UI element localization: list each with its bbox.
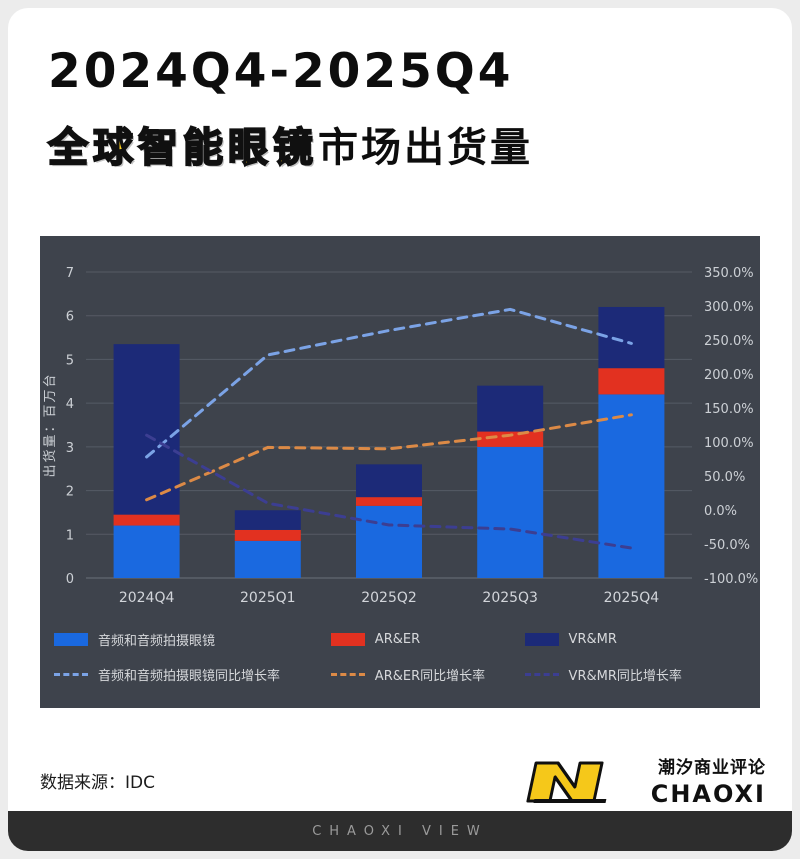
legend-swatch-audio-growth [54, 673, 88, 676]
legend-swatch-vr-mr-growth [524, 673, 559, 676]
legend-swatch-ar-er-growth [330, 673, 365, 676]
svg-text:2: 2 [66, 485, 74, 500]
legend-item-vr-mr: VR&MR [524, 630, 746, 649]
svg-text:2025Q4: 2025Q4 [604, 590, 660, 606]
legend-swatch-audio-glasses [54, 633, 88, 646]
svg-text:300.0%: 300.0% [704, 300, 754, 315]
legend-swatch-ar-er [330, 633, 365, 646]
svg-text:250.0%: 250.0% [704, 334, 754, 349]
legend-item-audio-glasses: 音频和音频拍摄眼镜 [54, 630, 331, 649]
svg-text:150.0%: 150.0% [704, 402, 754, 417]
combo-chart: 7 6 5 4 3 2 1 0 350.0% 300.0% 250.0% 200.0% 150.0% 10… [42, 266, 758, 606]
svg-text:3: 3 [66, 441, 74, 456]
footer: 数据来源：IDC 潮汐商业评论 CHAOXI [40, 744, 766, 816]
svg-text:1: 1 [66, 528, 74, 543]
svg-text:-50.0%: -50.0% [704, 538, 750, 553]
svg-text:2025Q1: 2025Q1 [240, 590, 296, 606]
svg-text:2025Q3: 2025Q3 [482, 590, 538, 606]
title-period: 2024Q4-2025Q4 [48, 44, 514, 99]
svg-text:6: 6 [66, 310, 74, 325]
svg-text:350.0%: 350.0% [704, 266, 754, 281]
brand-text: 潮汐商业评论 CHAOXI [651, 753, 766, 808]
legend-label-vr-mr-growth: VR&MR同比增长率 [568, 669, 682, 684]
legend-label-audio-growth: 音频和音频拍摄眼镜同比增长率 [98, 669, 281, 684]
legend-item-audio-growth: 音频和音频拍摄眼镜同比增长率 [54, 665, 331, 684]
legend-label-audio-glasses: 音频和音频拍摄眼镜 [98, 634, 216, 649]
legend-label-vr-mr: VR&MR [568, 632, 617, 647]
title-subject: 全球智能眼镜市场出货量 [47, 115, 533, 173]
data-source: 数据来源：IDC [40, 772, 155, 793]
svg-text:2024Q4: 2024Q4 [119, 590, 175, 606]
header: 2024Q4-2025Q4 全球智能眼镜市场出货量 [47, 44, 533, 173]
legend-item-vr-mr-growth: VR&MR同比增长率 [524, 665, 746, 684]
brand-name-cn: 潮汐商业评论 [658, 757, 766, 778]
svg-text:0: 0 [66, 572, 74, 587]
svg-text:200.0%: 200.0% [704, 368, 754, 383]
chaoxi-logo-mark [526, 761, 607, 803]
legend-item-ar-er-growth: AR&ER同比增长率 [330, 665, 525, 684]
bottom-bar: CHAOXI VIEW [8, 811, 792, 851]
legend-label-ar-er-growth: AR&ER同比增长率 [374, 669, 486, 684]
brand-logo: 潮汐商业评论 CHAOXI [517, 749, 766, 811]
svg-text:出货量：百万台: 出货量：百万台 [42, 372, 58, 477]
chart-legend: 音频和音频拍摄眼镜 AR&ER VR&MR 音频和音频拍摄眼镜同比增长率 AR&… [40, 614, 760, 684]
svg-text:2025Q2: 2025Q2 [361, 590, 417, 606]
title-rest: 市场出货量 [318, 125, 533, 171]
svg-text:4: 4 [66, 397, 74, 412]
legend-swatch-vr-mr [524, 633, 559, 646]
svg-text:0.0%: 0.0% [704, 504, 737, 519]
svg-text:50.0%: 50.0% [704, 470, 745, 485]
svg-text:100.0%: 100.0% [704, 436, 754, 451]
legend-label-ar-er: AR&ER [374, 632, 421, 647]
svg-text:-100.0%: -100.0% [704, 572, 758, 587]
chart-panel: 7 6 5 4 3 2 1 0 350.0% 300.0% 250.0% 200.0% 150.0% 10… [40, 236, 760, 708]
infographic-card: 2024Q4-2025Q4 全球智能眼镜市场出货量 7 6 5 4 3 2 1 0 350.0%… [8, 8, 792, 851]
bottom-bar-text: CHAOXI VIEW [312, 823, 488, 839]
title-highlight: 全球智能眼镜 [47, 124, 318, 172]
legend-item-ar-er: AR&ER [330, 630, 525, 649]
svg-text:5: 5 [66, 353, 74, 368]
svg-text:7: 7 [66, 266, 74, 281]
brand-name-en: CHAOXI [650, 779, 766, 808]
